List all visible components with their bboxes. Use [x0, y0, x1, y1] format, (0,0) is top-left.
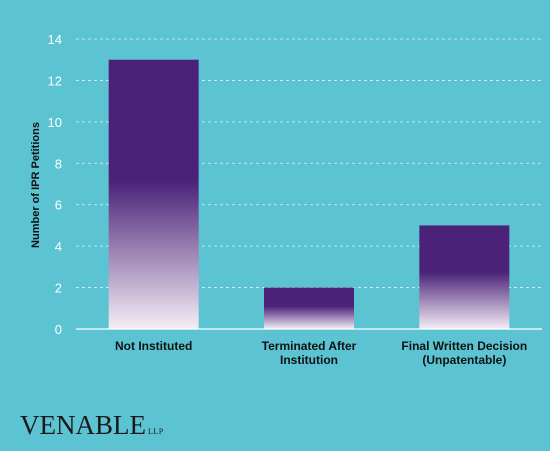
logo-suffix: LLP	[147, 427, 164, 436]
y-tick-label: 8	[55, 156, 62, 171]
logo-text: VENABLE	[20, 410, 146, 440]
y-tick-label: 4	[55, 239, 62, 254]
y-axis-ticks: 0 2 4 6 8 10 12 14	[48, 32, 62, 337]
y-tick-label: 2	[55, 281, 62, 296]
x-axis-categories: Not Instituted Terminated After Institutio…	[115, 339, 527, 367]
category-label: Terminated After Institution	[262, 339, 357, 367]
y-tick-label: 12	[48, 73, 62, 88]
y-tick-label: 10	[48, 115, 62, 130]
y-tick-label: 14	[48, 32, 62, 47]
venable-logo: VENABLE LLP	[20, 412, 164, 439]
bar	[264, 287, 354, 329]
y-tick-label: 0	[55, 322, 62, 337]
bars	[108, 59, 510, 329]
y-tick-label: 6	[55, 198, 62, 213]
bar	[419, 225, 510, 329]
y-axis-label: Number of IPR Petitions	[30, 122, 42, 248]
category-label: Final Written Decision (Unpatentable)	[401, 339, 527, 367]
bar	[108, 59, 199, 329]
category-label: Not Instituted	[115, 339, 192, 353]
